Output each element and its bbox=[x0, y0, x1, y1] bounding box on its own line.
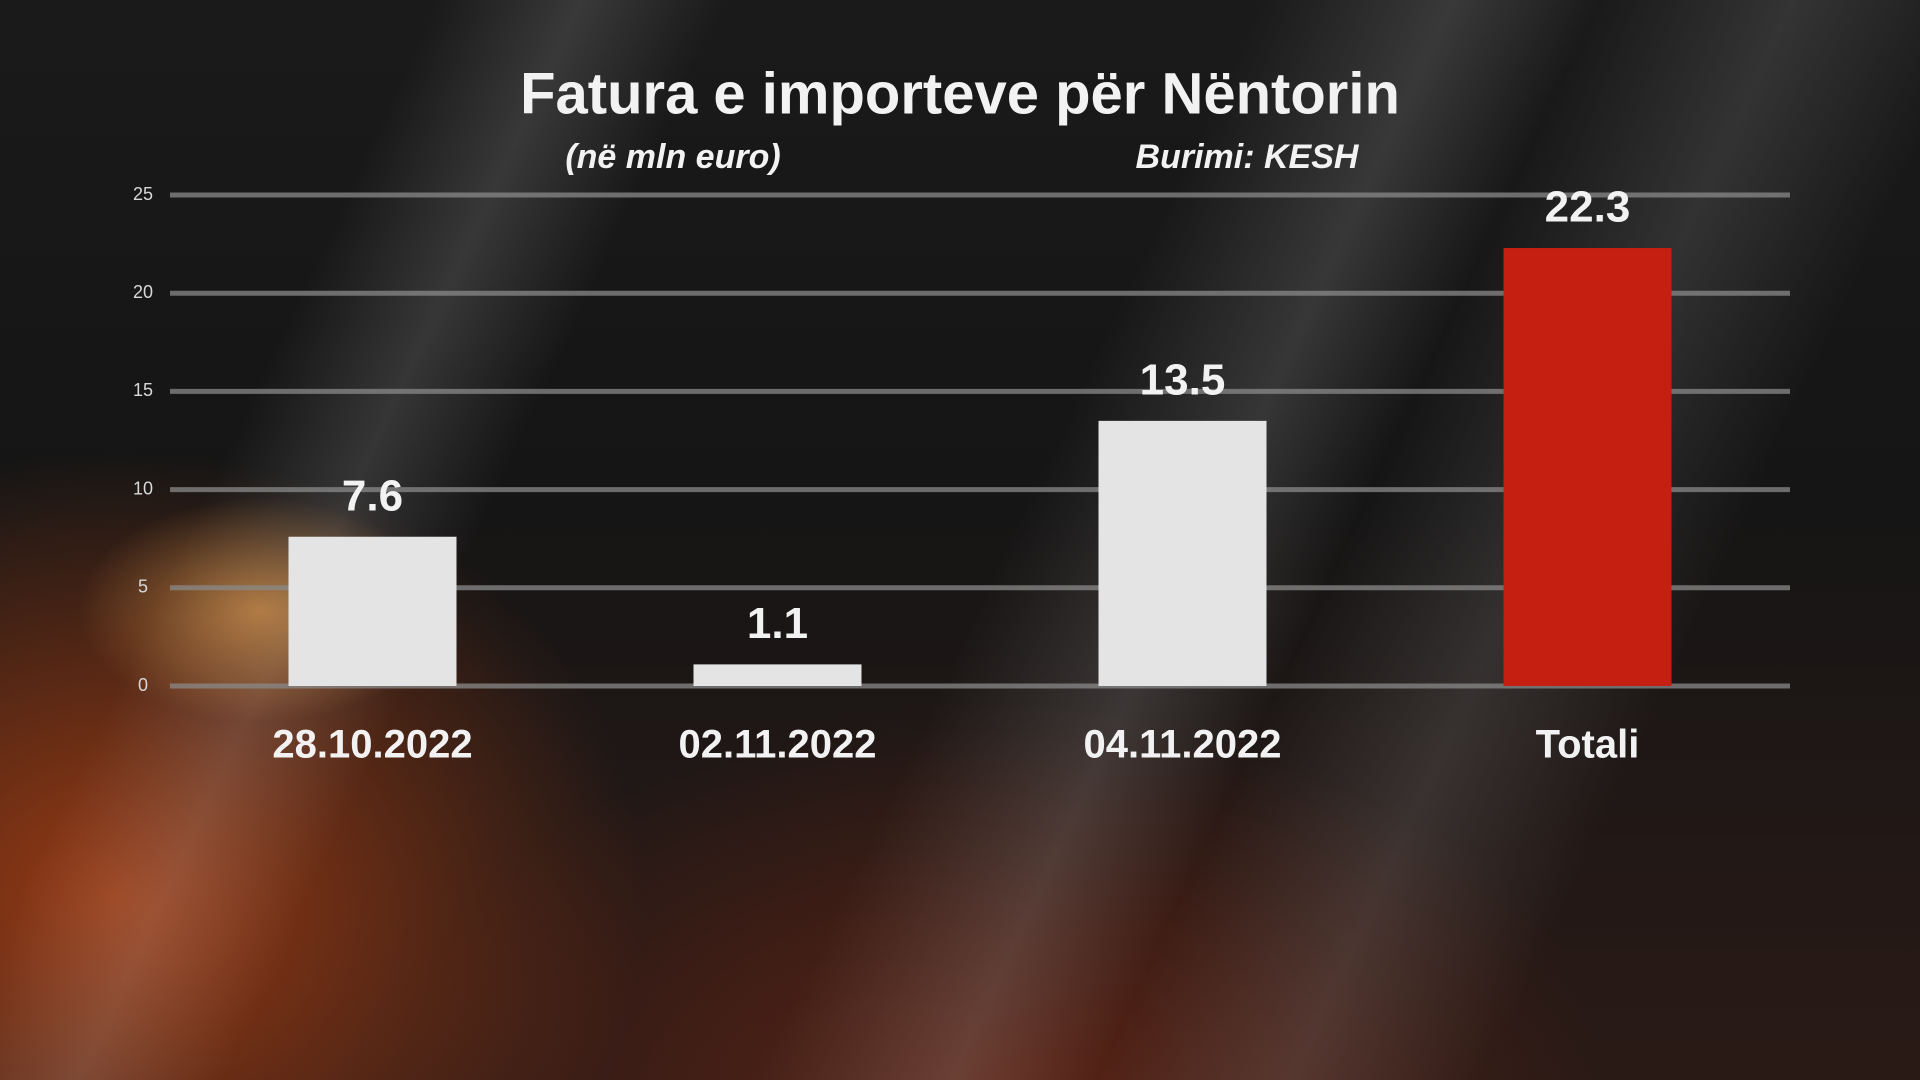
y-tick-label: 15 bbox=[133, 380, 153, 400]
y-tick-label: 10 bbox=[133, 478, 153, 498]
chart-subtitle: (në mln euro) bbox=[565, 138, 780, 176]
bar bbox=[693, 664, 862, 686]
chart-source: Burimi: KESH bbox=[1136, 138, 1360, 176]
chart-title: Fatura e importeve për Nëntorin bbox=[520, 61, 1400, 126]
value-label: 7.6 bbox=[342, 471, 403, 520]
x-tick-label: 28.10.2022 bbox=[272, 723, 472, 767]
value-label: 13.5 bbox=[1140, 355, 1226, 404]
bar bbox=[288, 536, 457, 686]
x-tick-label: 04.11.2022 bbox=[1084, 723, 1282, 767]
value-label: 1.1 bbox=[747, 599, 808, 648]
y-tick-label: 20 bbox=[133, 282, 153, 302]
y-tick-label: 5 bbox=[138, 577, 148, 597]
value-label: 22.3 bbox=[1545, 183, 1631, 232]
y-tick-label: 25 bbox=[133, 184, 153, 204]
x-tick-label: 02.11.2022 bbox=[679, 723, 877, 767]
y-tick-label: 0 bbox=[138, 675, 148, 695]
bar bbox=[1503, 248, 1672, 686]
bar bbox=[1098, 420, 1267, 686]
x-tick-label: Totali bbox=[1536, 723, 1640, 767]
